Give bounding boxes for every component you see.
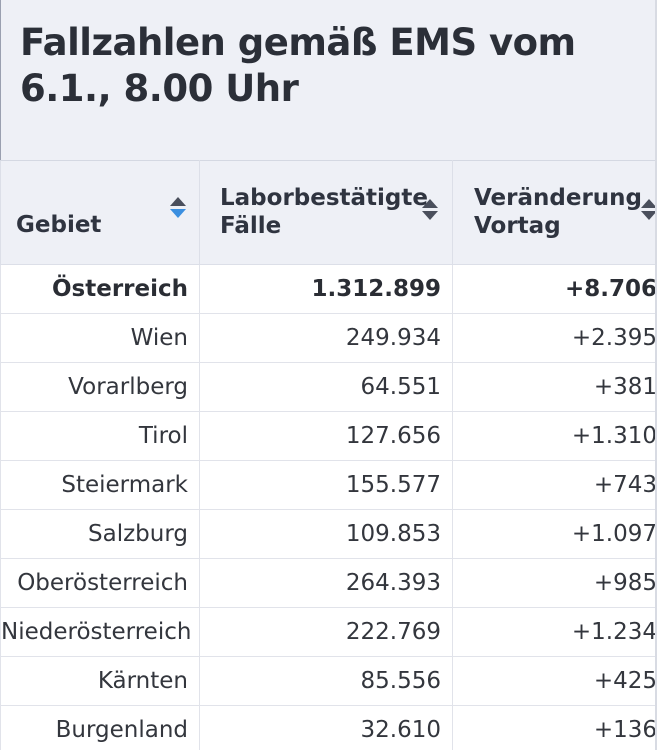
cell-faelle: 222.769	[199, 607, 453, 657]
cell-veraenderung: +425	[452, 656, 657, 706]
cell-gebiet: Steiermark	[0, 460, 200, 510]
sort-icon[interactable]	[422, 199, 438, 221]
column-header-label: Veränderung Vortag	[474, 185, 642, 239]
column-header-veraenderung[interactable]: Veränderung Vortag	[452, 160, 657, 265]
cell-veraenderung: +8.706	[452, 264, 657, 314]
table-row: Vorarlberg 64.551 +381	[0, 362, 657, 412]
cell-gebiet: Salzburg	[0, 509, 200, 559]
cell-gebiet: Kärnten	[0, 656, 200, 706]
title-area: Fallzahlen gemäß EMS vom 6.1., 8.00 Uhr	[0, 0, 657, 160]
cell-veraenderung: +2.395	[452, 313, 657, 363]
cell-gebiet: Niederösterreich	[0, 607, 200, 657]
table-row: Niederösterreich 222.769 +1.234	[0, 607, 657, 657]
table-row: Oberösterreich 264.393 +985	[0, 558, 657, 608]
table-row-total: Österreich 1.312.899 +8.706	[0, 264, 657, 314]
sort-down-arrow-icon	[170, 209, 186, 218]
cell-faelle: 85.556	[199, 656, 453, 706]
cell-faelle: 64.551	[199, 362, 453, 412]
sort-up-arrow-icon	[641, 199, 657, 208]
column-header-gebiet[interactable]: Gebiet	[0, 160, 200, 265]
page-title: Fallzahlen gemäß EMS vom 6.1., 8.00 Uhr	[20, 21, 576, 110]
right-edge-divider	[655, 0, 657, 750]
cell-veraenderung: +381	[452, 362, 657, 412]
cell-veraenderung: +1.234	[452, 607, 657, 657]
cell-veraenderung: +136	[452, 705, 657, 750]
cell-faelle: 155.577	[199, 460, 453, 510]
cell-faelle: 264.393	[199, 558, 453, 608]
table-header-row: Gebiet Laborbestätigte Fälle Veränderung…	[0, 160, 657, 265]
table-row: Wien 249.934 +2.395	[0, 313, 657, 363]
cell-faelle: 32.610	[199, 705, 453, 750]
cell-veraenderung: +743	[452, 460, 657, 510]
case-table: Gebiet Laborbestätigte Fälle Veränderung…	[0, 160, 657, 750]
table-row: Steiermark 155.577 +743	[0, 460, 657, 510]
cell-faelle: 127.656	[199, 411, 453, 461]
cell-gebiet: Burgenland	[0, 705, 200, 750]
column-header-label: Laborbestätigte Fälle	[220, 185, 428, 239]
column-header-faelle[interactable]: Laborbestätigte Fälle	[199, 160, 453, 265]
table-row: Kärnten 85.556 +425	[0, 656, 657, 706]
cell-veraenderung: +1.097	[452, 509, 657, 559]
cell-gebiet: Österreich	[0, 264, 200, 314]
sort-down-arrow-icon	[641, 211, 657, 220]
cell-faelle: 1.312.899	[199, 264, 453, 314]
sort-up-arrow-icon	[422, 199, 438, 208]
column-header-label: Gebiet	[16, 212, 102, 238]
table-row: Tirol 127.656 +1.310	[0, 411, 657, 461]
cell-gebiet: Tirol	[0, 411, 200, 461]
cell-gebiet: Vorarlberg	[0, 362, 200, 412]
cell-veraenderung: +1.310	[452, 411, 657, 461]
sort-down-arrow-icon	[422, 211, 438, 220]
sort-icon[interactable]	[641, 199, 657, 221]
cell-faelle: 109.853	[199, 509, 453, 559]
cell-faelle: 249.934	[199, 313, 453, 363]
sort-icon[interactable]	[170, 197, 186, 219]
table-row: Salzburg 109.853 +1.097	[0, 509, 657, 559]
cell-gebiet: Wien	[0, 313, 200, 363]
cell-veraenderung: +985	[452, 558, 657, 608]
sort-up-arrow-icon	[170, 197, 186, 206]
table-row: Burgenland 32.610 +136	[0, 705, 657, 750]
cell-gebiet: Oberösterreich	[0, 558, 200, 608]
